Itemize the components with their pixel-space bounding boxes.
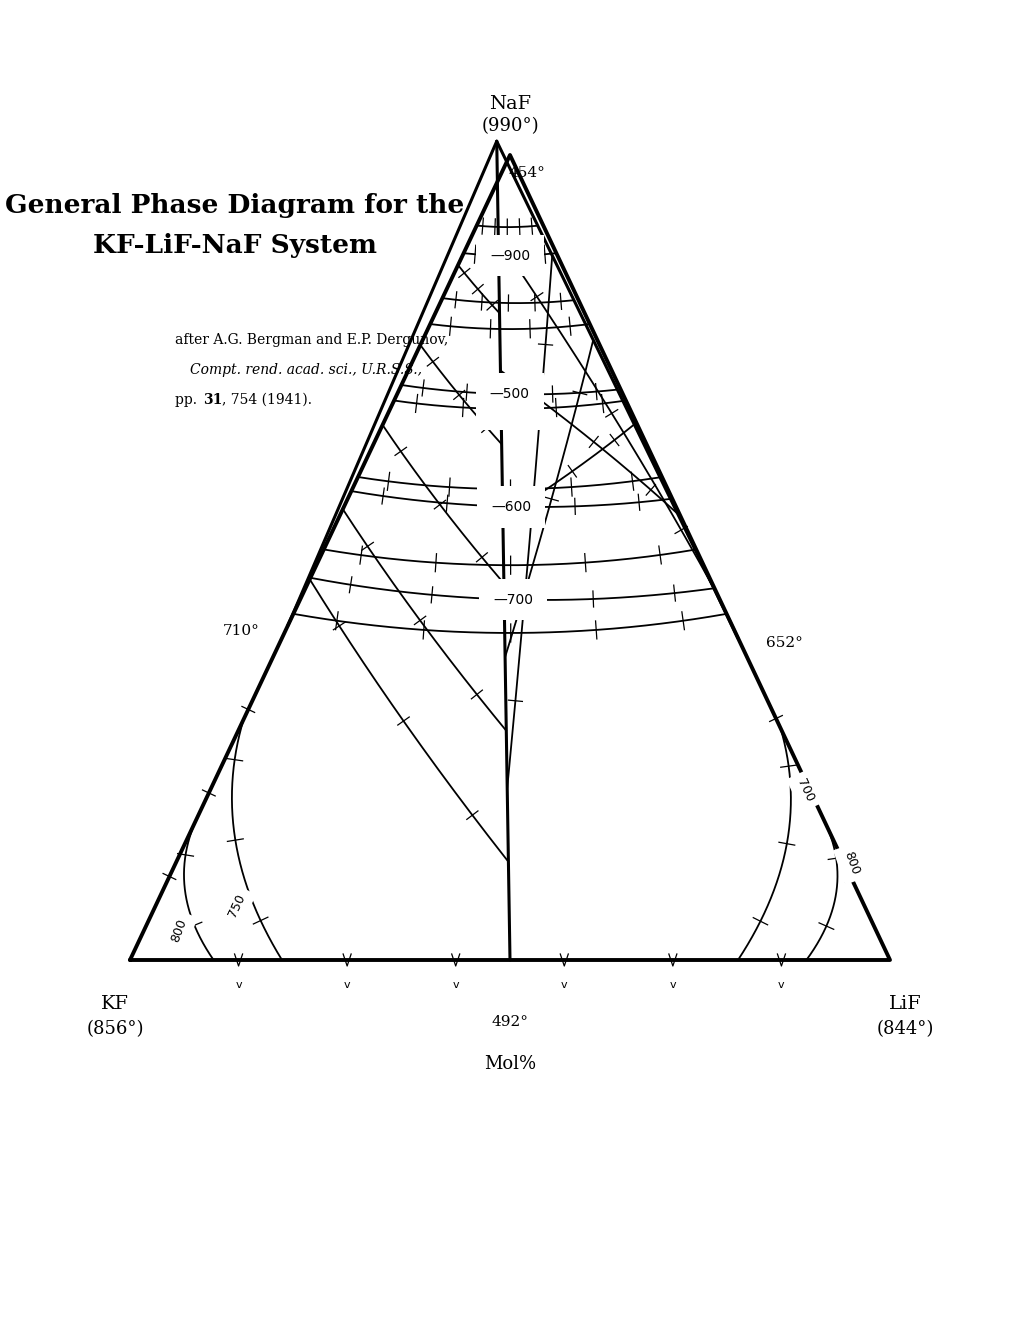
Text: 800: 800 — [840, 850, 860, 876]
Text: Compt. rend. acad. sci., U.R.S.S.,: Compt. rend. acad. sci., U.R.S.S., — [190, 363, 422, 378]
Text: 492°: 492° — [491, 1015, 528, 1030]
Text: 710°: 710° — [222, 624, 260, 638]
Text: v: v — [343, 979, 351, 990]
Text: Mol%: Mol% — [483, 1055, 536, 1073]
Text: v: v — [777, 979, 784, 990]
Text: 31: 31 — [203, 393, 222, 407]
Text: 700: 700 — [794, 777, 815, 804]
Text: after A.G. Bergman and E.P. Dergunov,: after A.G. Bergman and E.P. Dergunov, — [175, 333, 447, 347]
Text: —600: —600 — [490, 500, 531, 513]
Text: (856°): (856°) — [87, 1020, 144, 1038]
Text: v: v — [452, 979, 459, 990]
Text: KF: KF — [101, 995, 128, 1012]
Text: 652°: 652° — [765, 636, 802, 649]
Text: KF-LiF-NaF System: KF-LiF-NaF System — [93, 232, 377, 257]
Text: , 754 (1941).: , 754 (1941). — [222, 393, 312, 407]
Text: v: v — [560, 979, 567, 990]
Text: 800: 800 — [169, 917, 190, 944]
Text: 750: 750 — [226, 892, 248, 919]
Text: (844°): (844°) — [875, 1020, 932, 1038]
Text: (990°): (990°) — [481, 117, 538, 135]
Text: —800: —800 — [489, 401, 529, 416]
Text: General Phase Diagram for the: General Phase Diagram for the — [5, 193, 465, 218]
Text: NaF: NaF — [488, 95, 531, 114]
Text: LiF: LiF — [888, 995, 920, 1012]
Text: —900: —900 — [489, 248, 530, 263]
Text: v: v — [668, 979, 676, 990]
Text: 454°: 454° — [508, 166, 545, 181]
Text: v: v — [235, 979, 242, 990]
Text: pp.: pp. — [175, 393, 201, 407]
Text: —700: —700 — [493, 593, 533, 607]
Text: —500: —500 — [489, 387, 529, 401]
